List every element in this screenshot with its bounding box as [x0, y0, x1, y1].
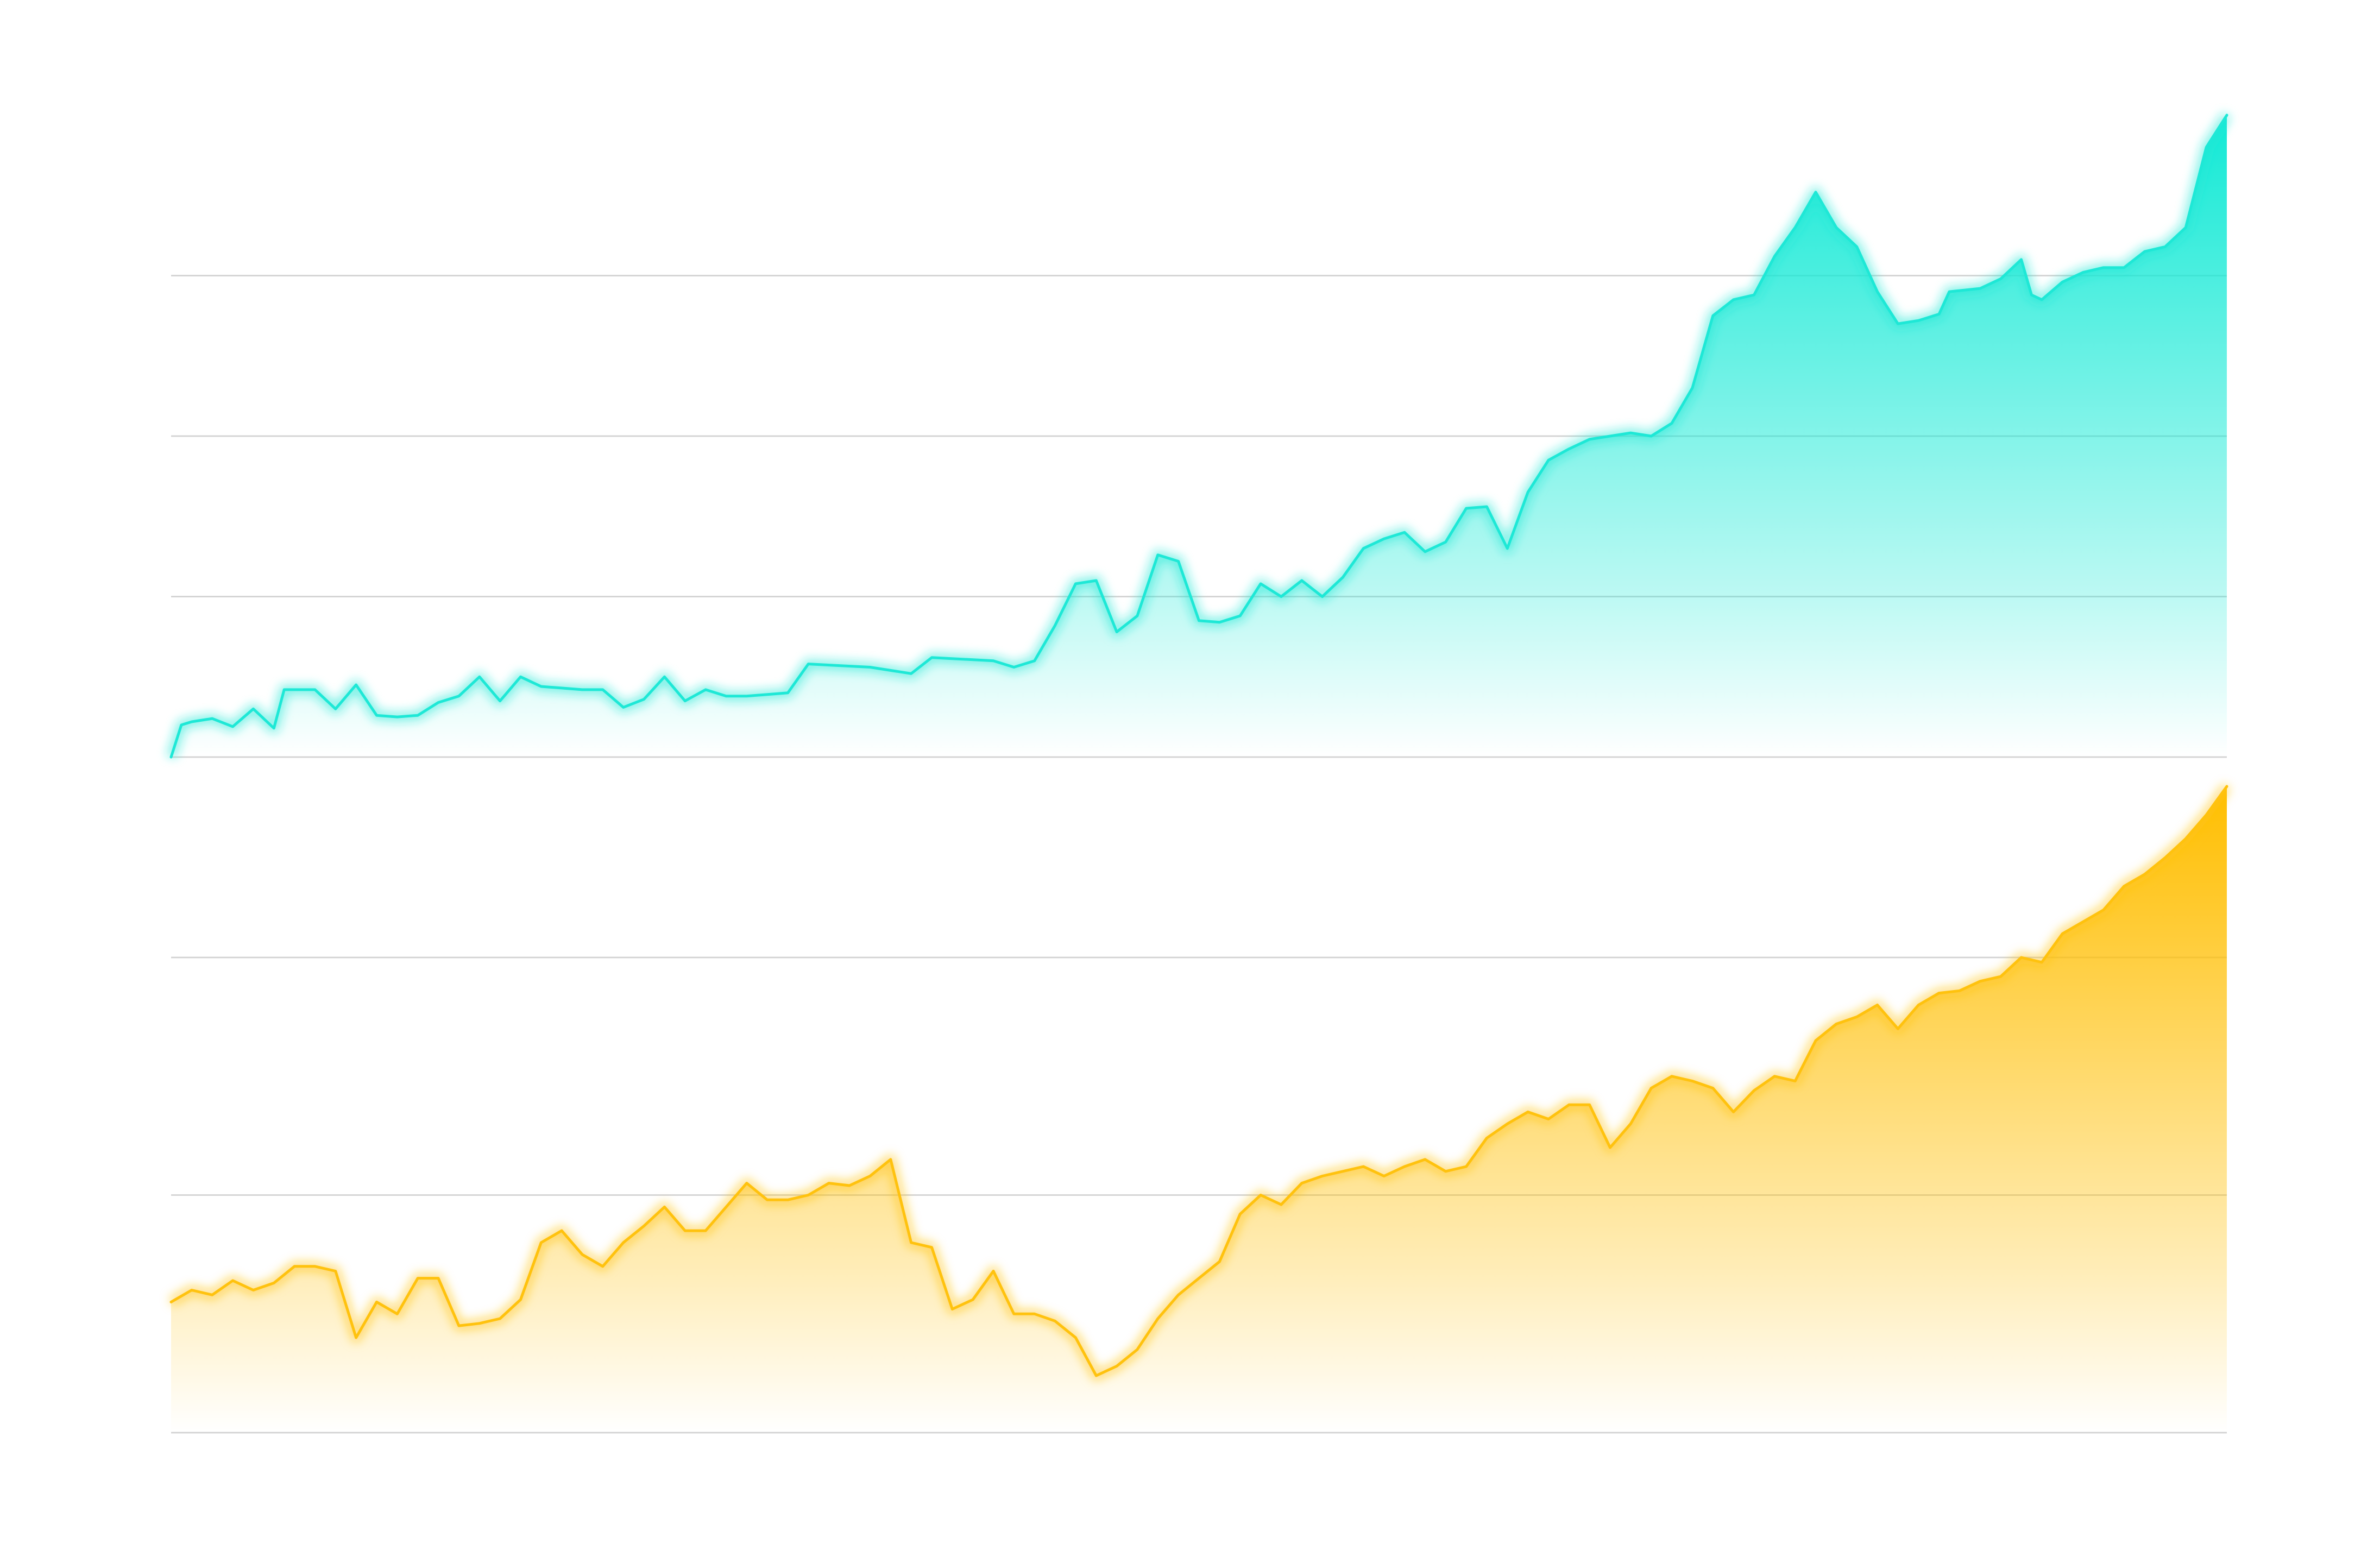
- series-line-bottom: [169, 785, 2228, 1377]
- chart-panel-bottom: [168, 783, 2231, 1434]
- area-fill-bottom: [171, 786, 2227, 1433]
- series-line-top: [169, 114, 2228, 759]
- area-fill-top: [171, 115, 2227, 757]
- chart-panel-top: [166, 112, 2231, 759]
